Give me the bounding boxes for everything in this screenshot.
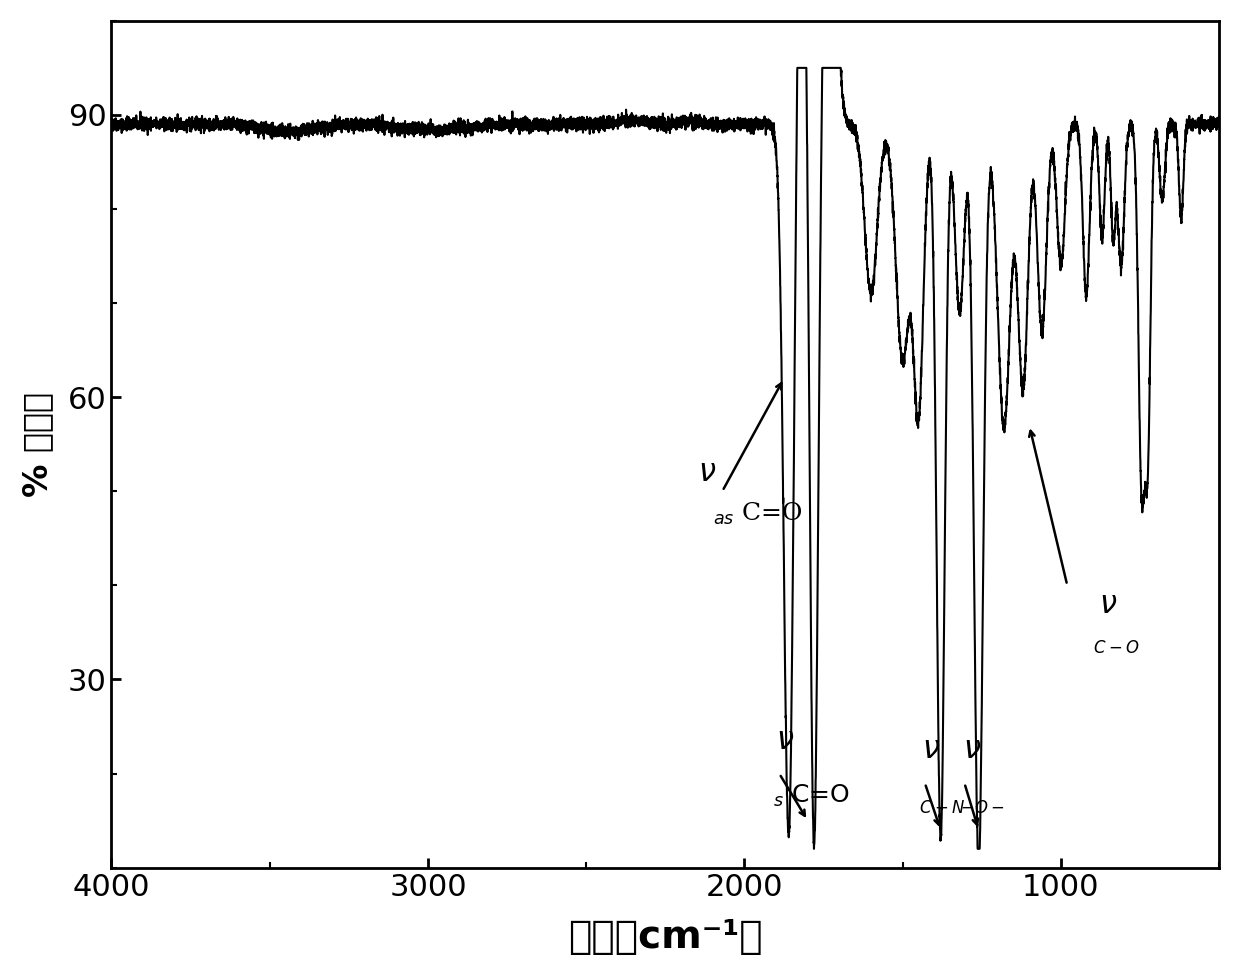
Text: $_{as}$ C=O: $_{as}$ C=O	[713, 500, 802, 527]
Text: $\nu$: $\nu$	[776, 726, 795, 754]
Text: $\nu$: $\nu$	[1099, 590, 1117, 618]
Text: $_{-O-}$: $_{-O-}$	[960, 792, 1004, 817]
Text: $\nu$: $\nu$	[921, 735, 940, 764]
Text: $_{s}$ C=O: $_{s}$ C=O	[773, 783, 849, 809]
Text: $_{C-N}$: $_{C-N}$	[919, 792, 965, 817]
X-axis label: 波长（cm⁻¹）: 波长（cm⁻¹）	[568, 918, 763, 956]
Text: $\nu$: $\nu$	[962, 735, 981, 764]
Text: $\nu$: $\nu$	[698, 458, 715, 487]
Y-axis label: % 透射率: % 透射率	[21, 392, 53, 496]
Text: $_{C-O}$: $_{C-O}$	[1092, 632, 1140, 657]
